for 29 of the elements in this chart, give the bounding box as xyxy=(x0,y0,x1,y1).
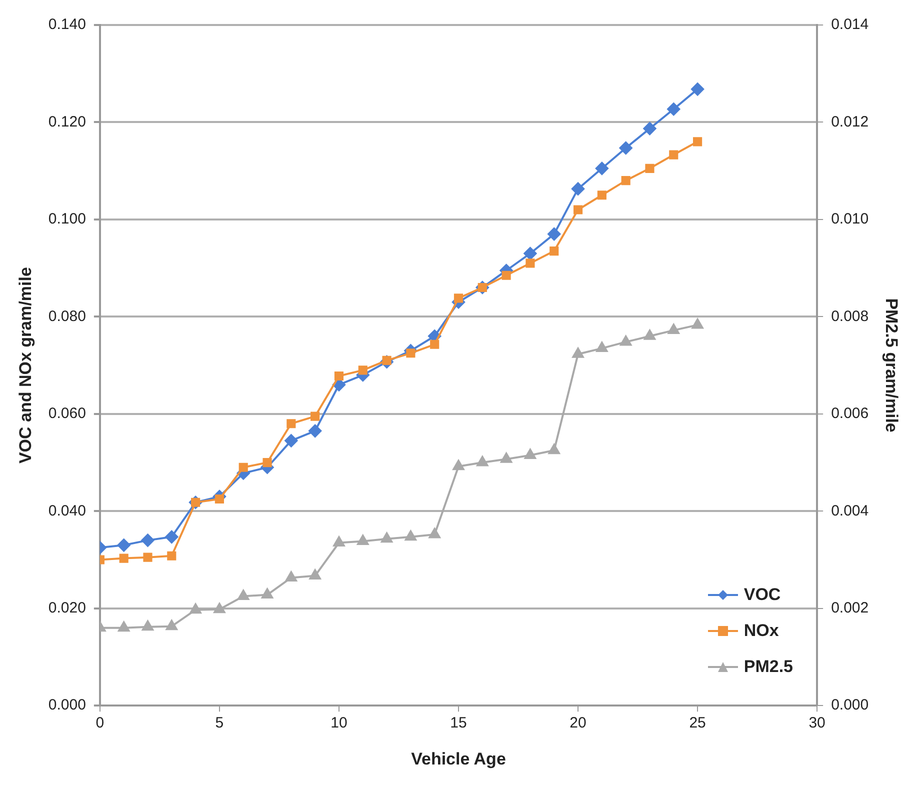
y-tick-label: 0.080 xyxy=(48,308,86,325)
y2-tick-label: 0.004 xyxy=(831,502,869,520)
y-tick-label: 0.000 xyxy=(48,696,86,714)
x-tick-label: 20 xyxy=(570,714,586,732)
x-axis-title: Vehicle Age xyxy=(411,749,506,768)
x-tick-label: 10 xyxy=(330,714,348,732)
x-tick-label: 25 xyxy=(689,714,706,732)
y2-tick-label: 0.012 xyxy=(831,113,869,130)
y2-tick-label: 0.006 xyxy=(831,405,869,422)
x-tick-label: 30 xyxy=(808,714,826,732)
y-tick-label: 0.060 xyxy=(48,405,86,422)
y-tick-label: 0.020 xyxy=(48,600,86,617)
y2-tick-label: 0.008 xyxy=(831,308,869,325)
y2-tick-label: 0.000 xyxy=(831,696,869,714)
y2-tick-label: 0.014 xyxy=(831,16,869,34)
y-tick-label: 0.040 xyxy=(48,502,86,520)
y2-tick-label: 0.002 xyxy=(831,600,869,617)
y2-axis-title: PM2.5 gram/mile xyxy=(882,298,902,432)
y-tick-label: 0.120 xyxy=(48,113,86,130)
legend-label: NOx xyxy=(744,621,779,641)
x-tick-label: 0 xyxy=(96,714,104,732)
x-tick-label: 5 xyxy=(215,714,224,732)
legend-label: PM2.5 xyxy=(744,657,793,677)
legend-label: VOC xyxy=(744,585,781,605)
y2-tick-label: 0.010 xyxy=(831,210,869,228)
y-axis-title: VOC and NOx gram/mile xyxy=(16,267,35,464)
x-tick-label: 15 xyxy=(450,714,467,732)
y-tick-label: 0.140 xyxy=(48,16,86,34)
y-tick-label: 0.100 xyxy=(48,210,86,228)
